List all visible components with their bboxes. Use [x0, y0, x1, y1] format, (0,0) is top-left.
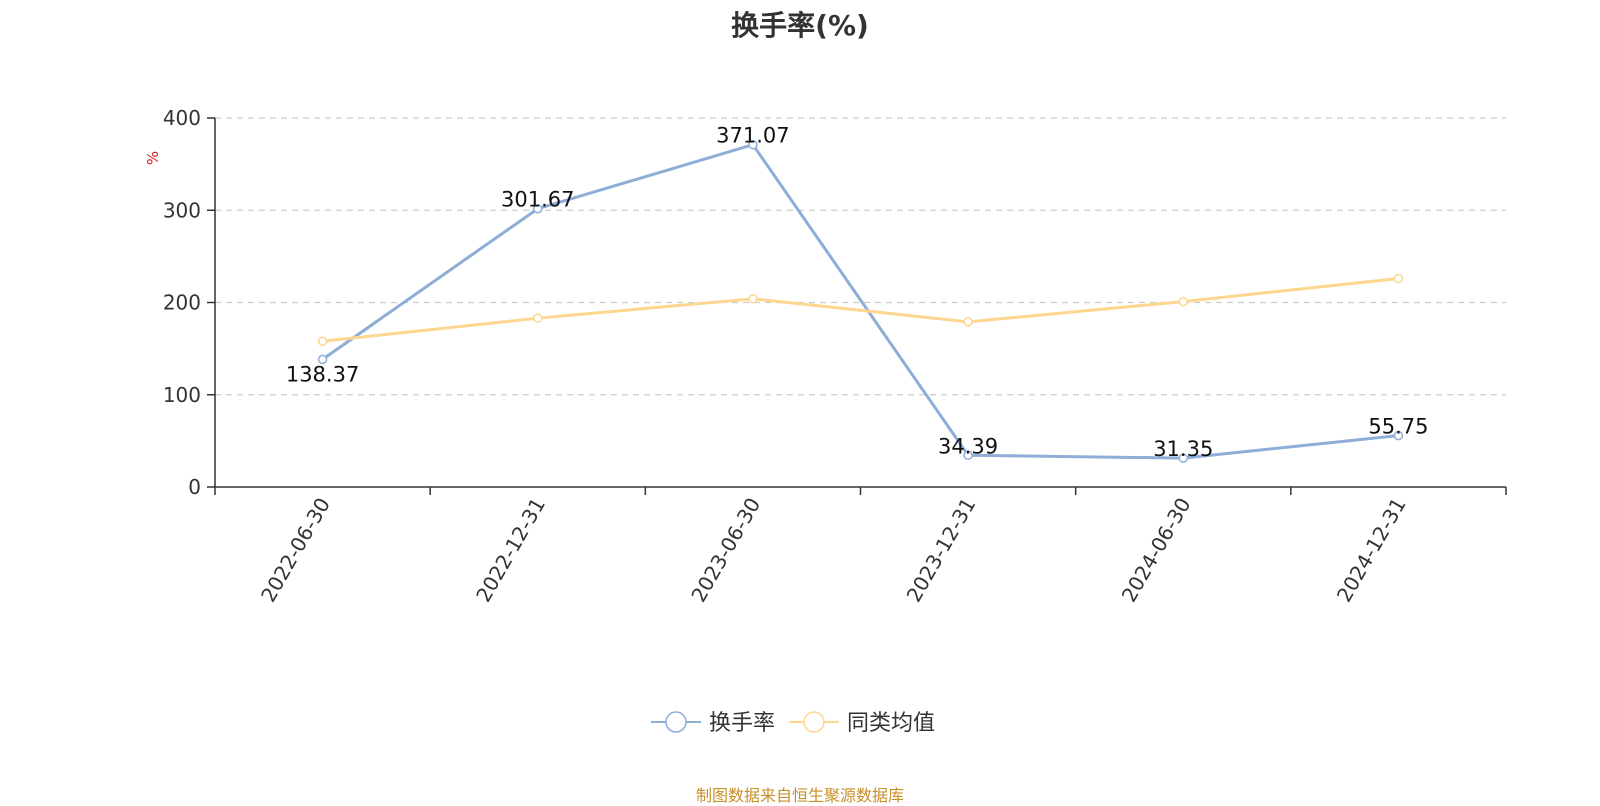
data-label: 31.35 — [1153, 437, 1213, 461]
data-point — [1393, 273, 1404, 284]
y-tick-label: 100 — [163, 383, 201, 407]
data-point — [963, 450, 973, 461]
chart-title: 换手率(%) — [731, 9, 869, 42]
data-point — [748, 294, 758, 304]
axes: 0 100 200 300 400% 2022-06-30 2022-12-31 2023-0… — [144, 106, 1507, 607]
series-line-0 — [321, 143, 1399, 460]
data-point — [748, 139, 758, 150]
legend-label: 同类均值 — [847, 711, 935, 736]
y-tick-label: 0 — [188, 475, 201, 499]
source-note: 制图数据来自恒生聚源数据库 — [695, 786, 904, 805]
data-label: 55.75 — [1368, 415, 1428, 439]
y-unit-label: % — [144, 151, 162, 165]
legend-item-1[interactable]: 同类均值 — [789, 711, 935, 736]
data-label: 138.37 — [286, 362, 359, 386]
x-tick-label: 2023-12-31 — [902, 494, 981, 607]
legend[interactable]: 换手率 同类均值 — [651, 711, 935, 736]
data-labels: 138.37 301.67 371.07 34.39 31.35 55.75 — [286, 124, 1429, 461]
x-tick-label: 2022-12-31 — [471, 494, 550, 607]
data-point — [533, 203, 543, 214]
data-point — [317, 354, 328, 365]
data-point — [1178, 453, 1188, 463]
data-point — [317, 336, 328, 346]
series-lines — [317, 139, 1404, 463]
y-tick-label: 400 — [163, 106, 201, 130]
data-point — [1178, 296, 1188, 307]
grid-lines — [215, 117, 1506, 396]
y-tick-label: 200 — [163, 291, 201, 315]
legend-label: 换手率 — [709, 711, 775, 736]
data-label: 371.07 — [716, 124, 789, 148]
data-point — [533, 313, 543, 323]
data-label: 301.67 — [501, 188, 574, 212]
legend-marker — [803, 711, 825, 733]
data-label: 34.39 — [938, 434, 998, 458]
x-tick-label: 2024-12-31 — [1332, 494, 1411, 607]
legend-marker — [665, 711, 687, 733]
y-tick-label: 300 — [163, 198, 201, 222]
legend-item-0[interactable]: 换手率 — [651, 711, 775, 736]
x-tick-label: 2023-06-30 — [686, 494, 765, 607]
data-point — [1393, 430, 1404, 441]
x-tick-label: 2024-06-30 — [1117, 494, 1196, 607]
series-line-1 — [322, 277, 1399, 343]
x-tick-label: 2022-06-30 — [256, 494, 335, 607]
data-point — [963, 317, 973, 327]
